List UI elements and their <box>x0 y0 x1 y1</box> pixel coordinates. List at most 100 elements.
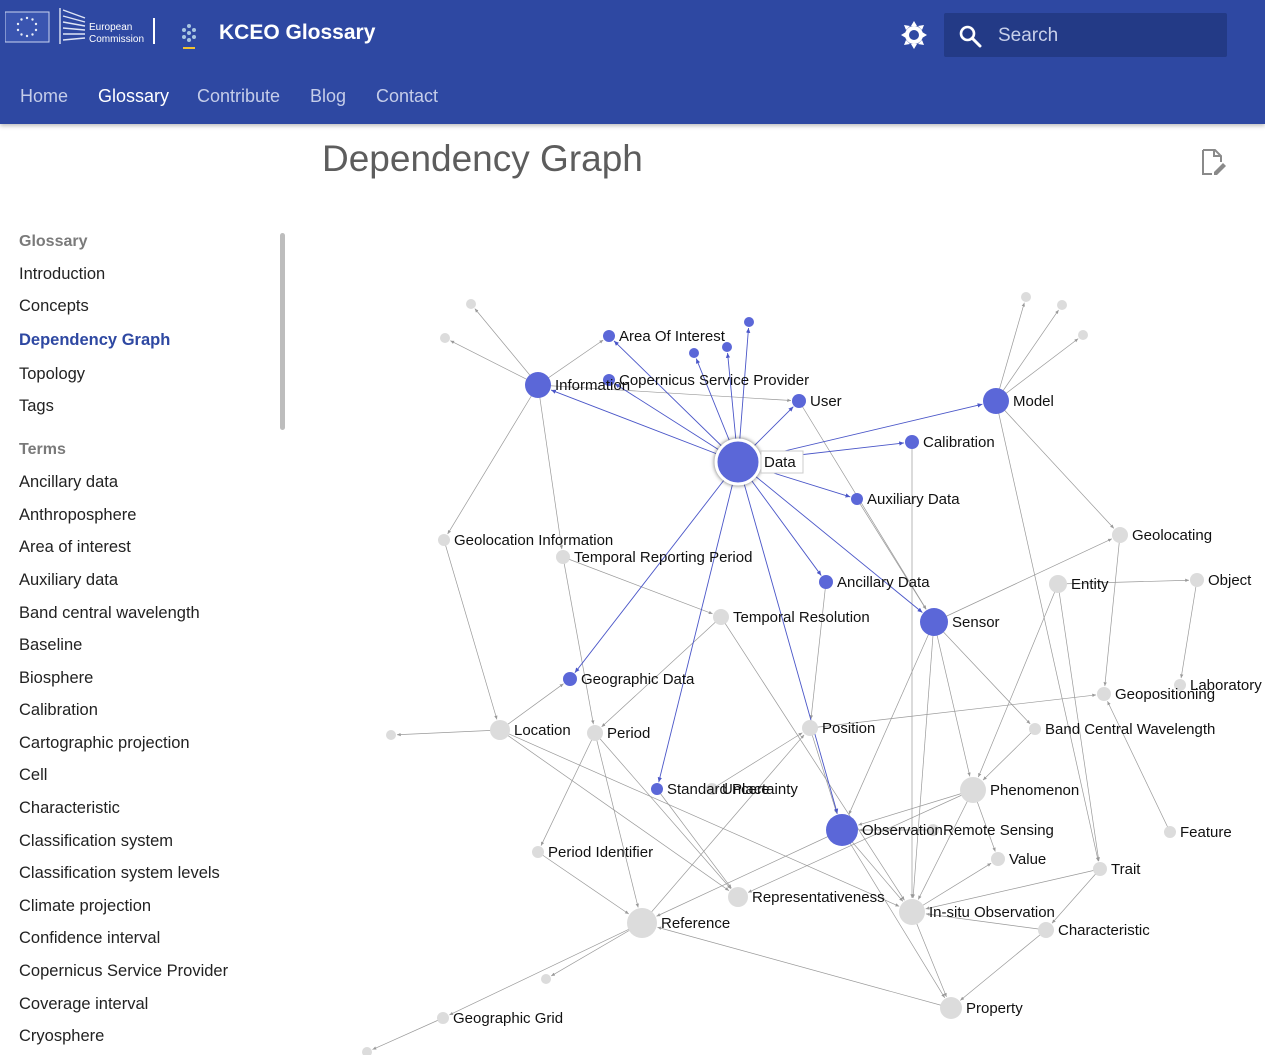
graph-node-in-situ-observation[interactable] <box>899 899 925 925</box>
graph-label-period-identifier[interactable]: Period Identifier <box>548 844 653 861</box>
graph-node-trait[interactable] <box>1093 862 1107 876</box>
sidebar-term-item[interactable]: Band central wavelength <box>19 604 200 622</box>
graph-label-copernicus-service-provider[interactable]: Copernicus Service Provider <box>619 372 809 389</box>
graph-node-uncertainty[interactable] <box>706 783 718 795</box>
search-input[interactable] <box>996 13 1220 59</box>
graph-label-phenomenon[interactable]: Phenomenon <box>990 782 1079 799</box>
graph-node-phenomenon[interactable] <box>960 777 986 803</box>
graph-node-calibration[interactable] <box>905 435 919 449</box>
graph-label-temporal-reporting-period[interactable]: Temporal Reporting Period <box>574 549 752 566</box>
sidebar-term-item[interactable]: Anthroposphere <box>19 506 137 524</box>
graph-node-x9[interactable] <box>386 730 396 740</box>
graph-node-information[interactable] <box>525 372 551 398</box>
sidebar-term-item[interactable]: Confidence interval <box>19 929 161 947</box>
graph-node-geolocation-information[interactable] <box>438 534 450 546</box>
tab-blog[interactable]: Blog <box>310 86 347 106</box>
graph-label-information[interactable]: Information <box>555 377 630 394</box>
graph-label-area-of-interest[interactable]: Area Of Interest <box>619 328 726 345</box>
sidebar-term-item[interactable]: Area of interest <box>19 538 131 556</box>
sidebar-item-topology[interactable]: Topology <box>19 365 86 383</box>
graph-label-representativeness[interactable]: Representativeness <box>752 889 885 906</box>
graph-node-characteristic[interactable] <box>1038 922 1054 938</box>
graph-label-period[interactable]: Period <box>607 725 650 742</box>
sidebar-term-item[interactable]: Characteristic <box>19 799 120 817</box>
graph-label-geolocation-information[interactable]: Geolocation Information <box>454 532 613 549</box>
graph-label-feature[interactable]: Feature <box>1180 824 1232 841</box>
search-box[interactable] <box>944 13 1227 59</box>
graph-node-user[interactable] <box>792 394 806 408</box>
graph-label-position[interactable]: Position <box>822 720 875 737</box>
graph-label-reference[interactable]: Reference <box>661 915 730 932</box>
graph-label-trait[interactable]: Trait <box>1111 861 1141 878</box>
graph-node-copernicus-service-provider[interactable] <box>603 374 615 386</box>
sidebar-term-item[interactable]: Climate projection <box>19 897 152 915</box>
sidebar-scrollbar[interactable] <box>280 233 285 430</box>
graph-node-entity[interactable] <box>1049 575 1067 593</box>
graph-node-x1[interactable] <box>466 299 476 309</box>
graph-node-x3[interactable] <box>689 348 699 358</box>
sidebar-term-item[interactable]: Auxiliary data <box>19 571 119 589</box>
graph-node-location[interactable] <box>490 720 510 740</box>
graph-label-auxiliary-data[interactable]: Auxiliary Data <box>867 491 960 508</box>
graph-label-uncertainty[interactable]: Uncertainty <box>722 781 798 798</box>
graph-label-remote-sensing[interactable]: Remote Sensing <box>943 822 1054 839</box>
sidebar-term-item[interactable]: Coverage interval <box>19 995 149 1013</box>
graph-node-feature[interactable] <box>1164 826 1176 838</box>
tab-contribute[interactable]: Contribute <box>197 86 281 106</box>
graph-node-band-central-wavelength[interactable] <box>1029 723 1041 735</box>
graph-label-characteristic[interactable]: Characteristic <box>1058 922 1150 939</box>
graph-node-x6[interactable] <box>1021 292 1031 302</box>
sidebar-item-tags[interactable]: Tags <box>19 397 54 415</box>
graph-label-model[interactable]: Model <box>1013 393 1054 410</box>
graph-node-temporal-reporting-period[interactable] <box>556 550 570 564</box>
sidebar-term-item[interactable]: Baseline <box>19 636 83 654</box>
graph-node-object[interactable] <box>1190 573 1204 587</box>
graph-node-ancillary-data[interactable] <box>819 575 833 589</box>
sidebar-term-item[interactable]: Cartographic projection <box>19 734 190 752</box>
graph-label-user[interactable]: User <box>810 393 842 410</box>
graph-node-x8[interactable] <box>1078 330 1088 340</box>
graph-node-x11[interactable] <box>362 1047 372 1055</box>
sidebar-item-dependency-graph[interactable]: Dependency Graph <box>19 331 171 349</box>
sidebar-term-item[interactable]: Cell <box>19 766 48 784</box>
sidebar-term-item[interactable]: Classification system levels <box>19 864 220 882</box>
sidebar-item-introduction[interactable]: Introduction <box>19 265 106 283</box>
brightness-icon[interactable] <box>900 20 928 50</box>
graph-label-in-situ-observation[interactable]: In-situ Observation <box>929 904 1055 921</box>
graph-label-standard-place[interactable]: Standard Place <box>667 781 770 798</box>
sidebar-term-item[interactable]: Classification system <box>19 832 174 850</box>
graph-label-observation[interactable]: Observation <box>862 822 943 839</box>
european-commission-logo[interactable] <box>4 6 155 46</box>
graph-node-period[interactable] <box>587 725 603 741</box>
tab-home[interactable]: Home <box>20 86 69 106</box>
graph-label-ancillary-data[interactable]: Ancillary Data <box>837 574 930 591</box>
sidebar-term-item[interactable]: Cryosphere <box>19 1027 105 1045</box>
graph-node-representativeness[interactable] <box>728 887 748 907</box>
graph-label-geolocating[interactable]: Geolocating <box>1132 527 1212 544</box>
graph-label-temporal-resolution[interactable]: Temporal Resolution <box>733 609 870 626</box>
graph-node-property[interactable] <box>940 997 962 1019</box>
graph-node-remote-sensing[interactable] <box>927 824 939 836</box>
graph-node-x2[interactable] <box>440 333 450 343</box>
graph-label-geopositioning[interactable]: Geopositioning <box>1115 686 1215 703</box>
graph-node-geographic-grid[interactable] <box>437 1012 449 1024</box>
tab-contact[interactable]: Contact <box>376 86 439 106</box>
graph-label-geographic-data[interactable]: Geographic Data <box>581 671 695 688</box>
graph-node-x4[interactable] <box>722 342 732 352</box>
graph-label-property[interactable]: Property <box>966 1000 1023 1017</box>
graph-node-laboratory[interactable] <box>1174 679 1186 691</box>
graph-label-entity[interactable]: Entity <box>1071 576 1109 593</box>
graph-label-value[interactable]: Value <box>1009 851 1046 868</box>
site-title[interactable]: KCEO Glossary <box>219 21 376 44</box>
graph-node-geopositioning[interactable] <box>1097 687 1111 701</box>
tab-glossary[interactable]: Glossary <box>98 86 170 106</box>
sidebar-term-item[interactable]: Calibration <box>19 701 98 719</box>
sidebar-term-item[interactable]: Biosphere <box>19 669 94 687</box>
edit-page-icon[interactable] <box>1200 148 1226 176</box>
graph-node-auxiliary-data[interactable] <box>851 493 863 505</box>
graph-node-position[interactable] <box>802 720 818 736</box>
graph-label-data[interactable]: Data <box>764 454 796 471</box>
sidebar-term-item[interactable]: Ancillary data <box>19 473 119 491</box>
graph-node-area-of-interest[interactable] <box>603 330 615 342</box>
graph-label-object[interactable]: Object <box>1208 572 1252 589</box>
